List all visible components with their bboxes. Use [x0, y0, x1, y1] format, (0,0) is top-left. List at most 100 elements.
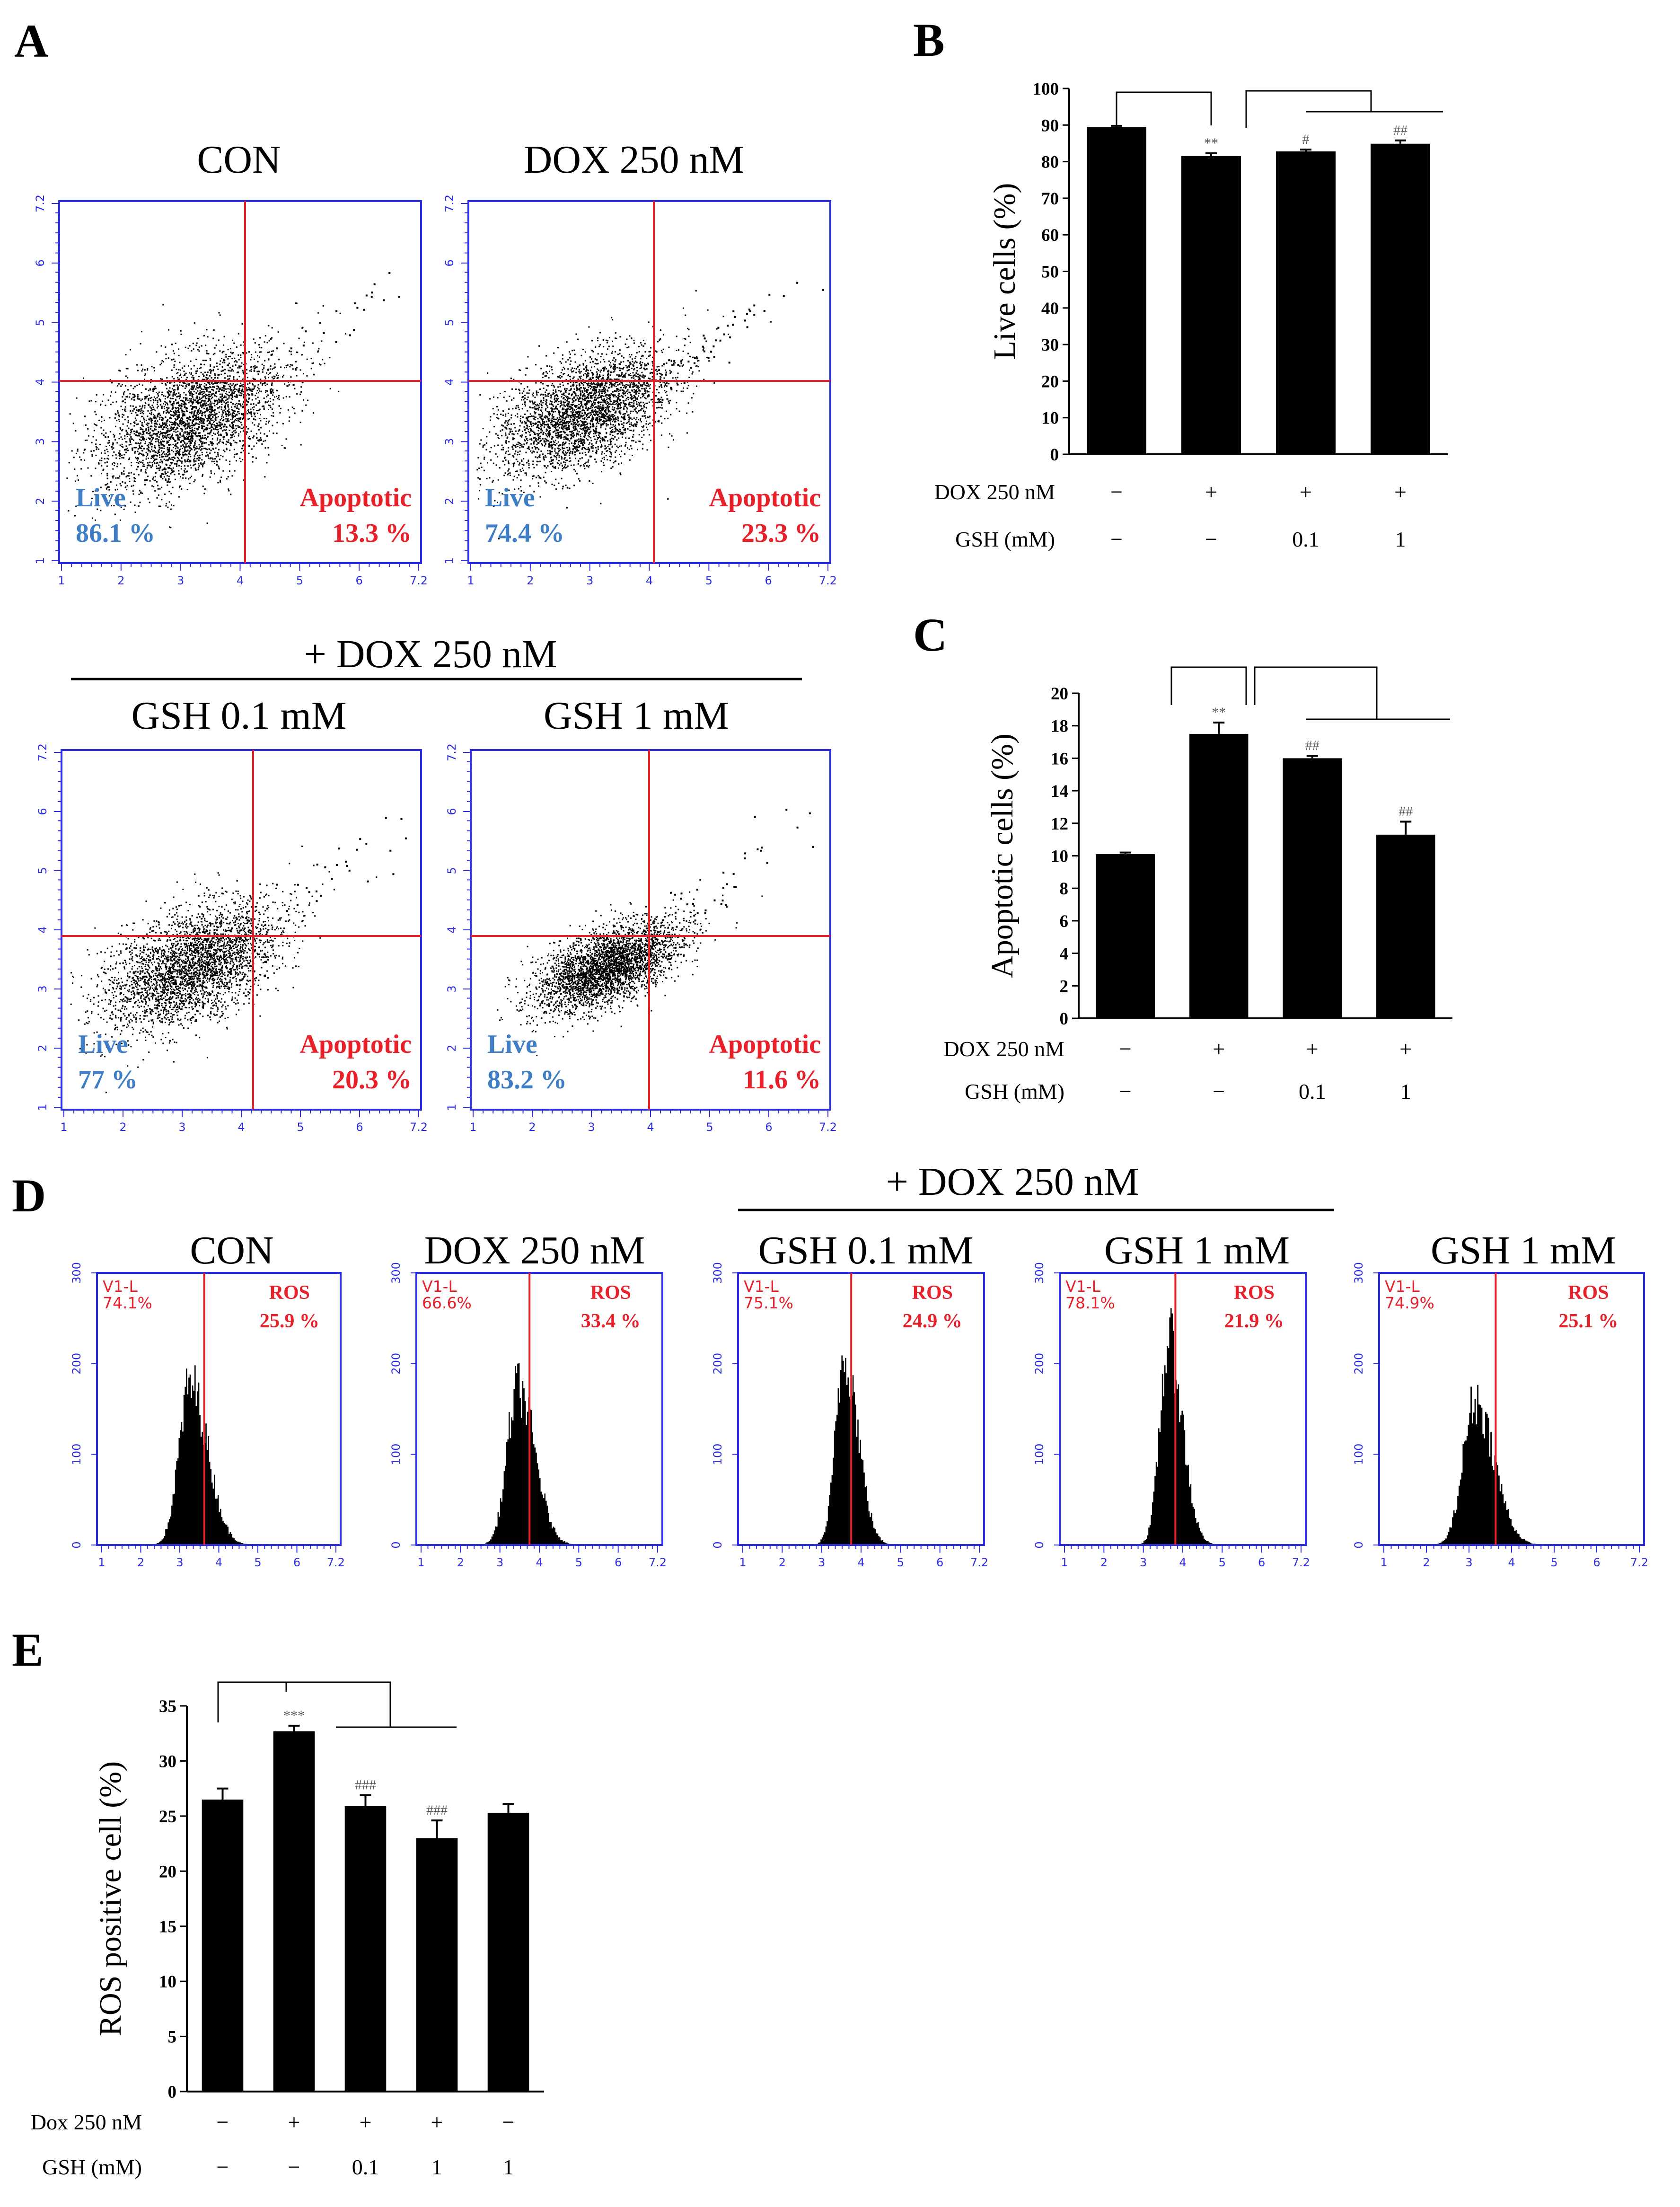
scatter-points: [497, 809, 814, 1057]
y-axis-tick-label: 40: [1041, 299, 1059, 318]
histogram-bins: [1379, 1385, 1644, 1545]
y-axis-tick-label: 70: [1041, 189, 1059, 209]
bar: [1376, 834, 1435, 1018]
y-axis-tick-label: 100: [711, 1443, 724, 1465]
treatment-row-value: +: [1394, 480, 1407, 504]
x-axis-tick-label: 2: [119, 1121, 126, 1134]
y-axis-tick-label: 100: [1352, 1443, 1365, 1465]
bar: [1189, 733, 1249, 1018]
y-axis-tick-label: 30: [1041, 335, 1059, 355]
treatment-row-value: −: [1119, 1037, 1132, 1061]
x-axis-tick-label: 1: [1061, 1556, 1068, 1569]
treatment-row-value: +: [431, 2110, 443, 2134]
scatter-plot-4: GSH 1 mM 1 1 2 2 3 3 4 4 5 5 6 6 7.2 7.2 Live 83.2 % Apop…: [445, 694, 837, 1134]
y-axis-tick-label: 100: [389, 1443, 403, 1465]
panel-c-bar-chart: Apoptotic cells (%) 0 2 4 6 8 10 12 14 16 18 20 ** ##…: [943, 666, 1452, 1104]
y-axis-tick-label: 20: [1051, 684, 1068, 704]
quadrant-apoptotic-value: 20.3 %: [332, 1065, 412, 1095]
histogram-bins: [416, 1363, 662, 1545]
panel-a-group-title: + DOX 250 nM: [304, 632, 557, 676]
ros-gate-value: 25.9 %: [260, 1310, 319, 1332]
y-axis-tick-label: 7.2: [445, 743, 458, 761]
x-axis-tick-label: 2: [457, 1556, 464, 1569]
y-axis-tick-label: 2: [1060, 977, 1069, 996]
quadrant-live-value: 83.2 %: [487, 1065, 567, 1095]
y-axis-tick-label: 1: [34, 557, 47, 564]
significance-marker: ##: [1393, 123, 1407, 138]
bar: [1096, 854, 1155, 1018]
x-axis-tick-label: 6: [936, 1556, 943, 1569]
x-axis-tick-label: 3: [588, 1121, 595, 1134]
histogram-bins: [97, 1365, 341, 1545]
x-axis-tick-label: 6: [765, 574, 772, 587]
x-axis-tick-label: 1: [739, 1556, 746, 1569]
significance-marker: **: [1212, 705, 1226, 720]
x-axis-tick-label: 5: [1550, 1556, 1557, 1569]
x-axis-tick-label: 5: [254, 1556, 261, 1569]
v1-gate-value: 78.1%: [1065, 1294, 1115, 1312]
treatment-row-value: +: [1205, 480, 1217, 504]
y-axis-tick-label: 5: [445, 867, 458, 874]
x-axis-tick-label: 4: [857, 1556, 864, 1569]
y-axis-tick-label: 100: [70, 1443, 83, 1465]
treatment-row-value: 0.1: [352, 2155, 379, 2179]
y-axis-tick-label: 14: [1051, 782, 1068, 801]
treatment-row-label: GSH (mM): [955, 527, 1055, 551]
y-axis-tick-label: 8: [1060, 879, 1069, 899]
scatter-plot-title: GSH 0.1 mM: [131, 694, 346, 738]
quadrant-live-value: 77 %: [78, 1065, 138, 1095]
y-axis-tick-label: 12: [1051, 814, 1068, 834]
x-axis-tick-label: 7.2: [327, 1556, 345, 1569]
x-axis-tick-label: 4: [237, 1121, 245, 1134]
treatment-row-value: −: [217, 2110, 229, 2134]
y-axis-label: Apoptotic cells (%): [985, 733, 1020, 978]
y-axis-tick-label: 300: [711, 1262, 724, 1284]
treatment-row-value: +: [1399, 1037, 1412, 1061]
quadrant-apoptotic-label: Apoptotic: [300, 483, 412, 512]
y-axis-label: Live cells (%): [987, 183, 1022, 360]
bar: [1371, 143, 1430, 454]
y-axis-tick-label: 5: [34, 319, 47, 326]
y-axis-tick-label: 10: [159, 1972, 176, 1992]
significance-bracket-joint: [217, 1681, 287, 1722]
quadrant-apoptotic-label: Apoptotic: [709, 483, 821, 512]
treatment-row-value: +: [1213, 1037, 1225, 1061]
x-axis-tick-label: 1: [469, 1121, 476, 1134]
panel-letter-a: A: [14, 15, 48, 67]
v1-gate-value: 74.9%: [1385, 1294, 1434, 1312]
x-axis-tick-label: 2: [528, 1121, 536, 1134]
x-axis-tick-label: 1: [58, 574, 65, 587]
x-axis-tick-label: 3: [177, 574, 184, 587]
y-axis-tick-label: 90: [1041, 116, 1059, 135]
histogram-5: GSH 1 mM 0 100 200 300 1 2 3 4 5 6 7.2 V1-L74.9% ROS 2…: [1352, 1228, 1648, 1569]
x-axis-tick-label: 2: [1423, 1556, 1430, 1569]
x-axis-tick-label: 7.2: [410, 1121, 428, 1134]
bar: [1087, 127, 1146, 454]
y-axis-tick-label: 6: [34, 259, 47, 266]
y-axis-tick-label: 30: [159, 1752, 176, 1771]
quadrant-live-value: 86.1 %: [76, 519, 155, 548]
x-axis-tick-label: 2: [527, 574, 534, 587]
panel-e-bar-chart: ROS positive cell (%) 0 5 10 15 20 25 30 35 *** ##…: [31, 1681, 544, 2179]
scatter-plot-2: DOX 250 nM 1 1 2 2 3 3 4 4 5 5 6 6 7.2 7.2 Live 74.4 % Ap…: [443, 138, 837, 587]
histogram-1: CON 0 100 200 300 1 2 3 4 5 6 7.2 V1-L74.1% ROS 25.9 %: [70, 1228, 345, 1569]
treatment-row-value: +: [360, 2110, 372, 2134]
y-axis-tick-label: 100: [1033, 1443, 1046, 1465]
x-axis-tick-label: 3: [586, 574, 593, 587]
quadrant-live-label: Live: [78, 1030, 128, 1059]
y-axis-tick-label: 6: [36, 808, 49, 815]
histogram-2: DOX 250 nM 0 100 200 300 1 2 3 4 5 6 7.2 V1-L66.6% RO…: [389, 1228, 667, 1569]
x-axis-tick-label: 2: [117, 574, 124, 587]
y-axis-tick-label: 60: [1041, 226, 1059, 245]
treatment-row-label: DOX 250 nM: [934, 480, 1055, 504]
y-axis-tick-label: 200: [711, 1353, 724, 1375]
bar: [487, 1812, 529, 2092]
scatter-plot-3: GSH 0.1 mM 1 1 2 2 3 3 4 4 5 5 6 6 7.2 7.2 Live 77 % Apop…: [36, 694, 428, 1134]
x-axis-tick-label: 4: [646, 574, 653, 587]
y-axis-tick-label: 200: [1033, 1353, 1046, 1375]
quadrant-live-value: 74.4 %: [485, 519, 564, 548]
y-axis-tick-label: 4: [443, 379, 456, 386]
y-axis-tick-label: 0: [389, 1541, 403, 1548]
bar: [202, 1799, 244, 2092]
